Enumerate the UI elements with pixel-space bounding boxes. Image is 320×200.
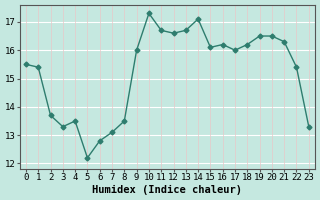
X-axis label: Humidex (Indice chaleur): Humidex (Indice chaleur) <box>92 185 242 195</box>
